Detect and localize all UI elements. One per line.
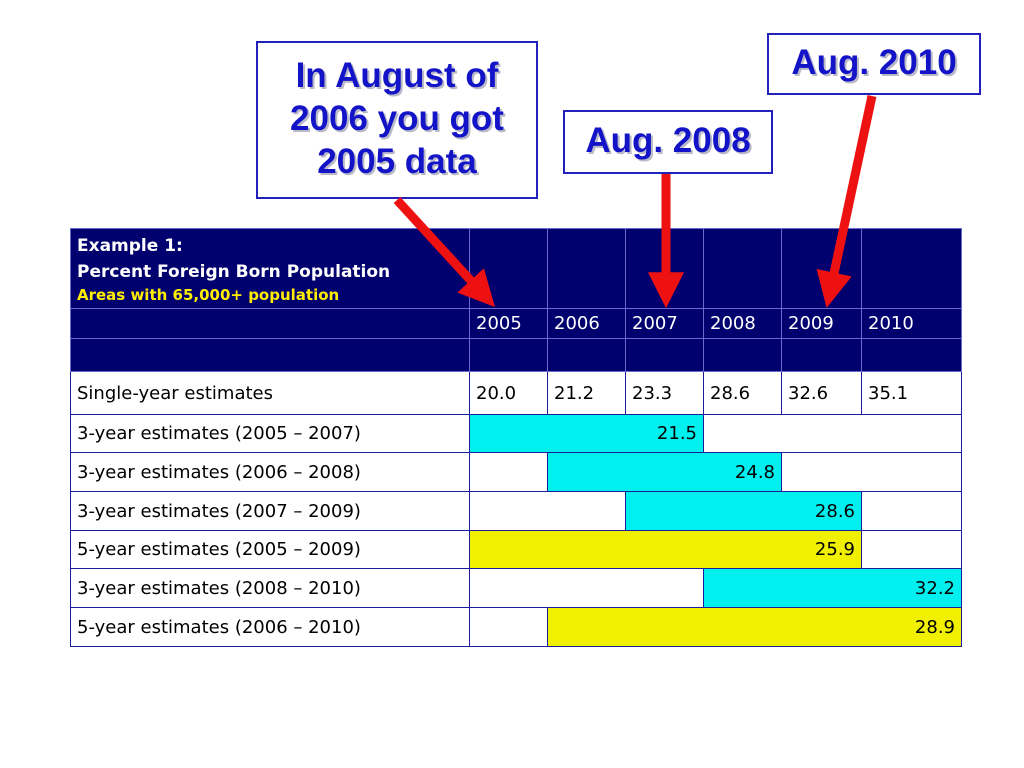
row-label: Single-year estimates — [70, 371, 470, 415]
arrow-to-2009 — [816, 95, 877, 308]
empty-cell — [781, 452, 962, 492]
callout-aug-2010: Aug. 2010 — [767, 33, 981, 95]
header-blank — [625, 338, 704, 372]
empty-cell — [469, 452, 548, 492]
year-header: 2007 — [625, 308, 704, 339]
table-subtitle: Percent Foreign Born Population — [77, 262, 391, 282]
table-row: 3-year estimates (2006 – 2008) 24.8 — [70, 452, 962, 492]
header-title-row: Example 1: Percent Foreign Born Populati… — [70, 228, 962, 309]
table-row: 3-year estimates (2008 – 2010) 32.2 — [70, 568, 962, 608]
callout-2006-release: In August of 2006 you got 2005 data — [256, 41, 538, 199]
header-spacer-row — [70, 338, 962, 372]
callout-aug-2008: Aug. 2008 — [563, 110, 773, 174]
header-blank — [547, 338, 626, 372]
estimate-bar-5yr: 25.9 — [469, 530, 862, 569]
row-label: 5-year estimates (2006 – 2010) — [70, 607, 470, 647]
row-label: 3-year estimates (2006 – 2008) — [70, 452, 470, 492]
header-year-row: 2005 2006 2007 2008 2009 2010 — [70, 308, 962, 339]
empty-cell — [861, 491, 962, 531]
estimate-bar-3yr: 32.2 — [703, 568, 962, 608]
empty-cell — [703, 414, 962, 453]
estimates-table: Example 1: Percent Foreign Born Populati… — [70, 228, 962, 647]
header-blank — [861, 338, 962, 372]
single-year-value: 23.3 — [625, 371, 704, 415]
year-header: 2005 — [469, 308, 548, 339]
callout-line-2: 2006 you got — [290, 99, 504, 138]
row-label: 5-year estimates (2005 – 2009) — [70, 530, 470, 569]
row-label: 3-year estimates (2005 – 2007) — [70, 414, 470, 453]
table-row: 5-year estimates (2005 – 2009) 25.9 — [70, 530, 962, 569]
header-blank — [469, 338, 548, 372]
header-blank — [861, 228, 962, 309]
table-row: 3-year estimates (2007 – 2009) 28.6 — [70, 491, 962, 531]
callout-text: Aug. 2008 — [585, 121, 751, 160]
single-year-value: 35.1 — [861, 371, 962, 415]
header-blank — [70, 338, 470, 372]
year-header: 2010 — [861, 308, 962, 339]
empty-cell — [469, 568, 704, 608]
table-title: Example 1: — [77, 236, 183, 256]
estimate-bar-3yr: 28.6 — [625, 491, 862, 531]
header-blank — [547, 228, 626, 309]
estimate-bar-5yr: 28.9 — [547, 607, 962, 647]
table-title-cell: Example 1: Percent Foreign Born Populati… — [70, 228, 470, 309]
callout-text: Aug. 2010 — [791, 43, 957, 82]
estimate-bar-3yr: 24.8 — [547, 452, 782, 492]
header-blank — [703, 338, 782, 372]
table-row: Single-year estimates 20.0 21.2 23.3 28.… — [70, 371, 962, 415]
header-blank — [703, 228, 782, 309]
arrow-to-2005 — [393, 196, 495, 307]
single-year-value: 21.2 — [547, 371, 626, 415]
table-note: Areas with 65,000+ population — [77, 286, 340, 304]
header-blank — [781, 338, 862, 372]
callout-line-3: 2005 data — [317, 142, 477, 181]
row-label: 3-year estimates (2008 – 2010) — [70, 568, 470, 608]
single-year-value: 20.0 — [469, 371, 548, 415]
callout-line-1: In August of — [295, 56, 499, 95]
row-label: 3-year estimates (2007 – 2009) — [70, 491, 470, 531]
table-row: 5-year estimates (2006 – 2010) 28.9 — [70, 607, 962, 647]
single-year-value: 28.6 — [703, 371, 782, 415]
